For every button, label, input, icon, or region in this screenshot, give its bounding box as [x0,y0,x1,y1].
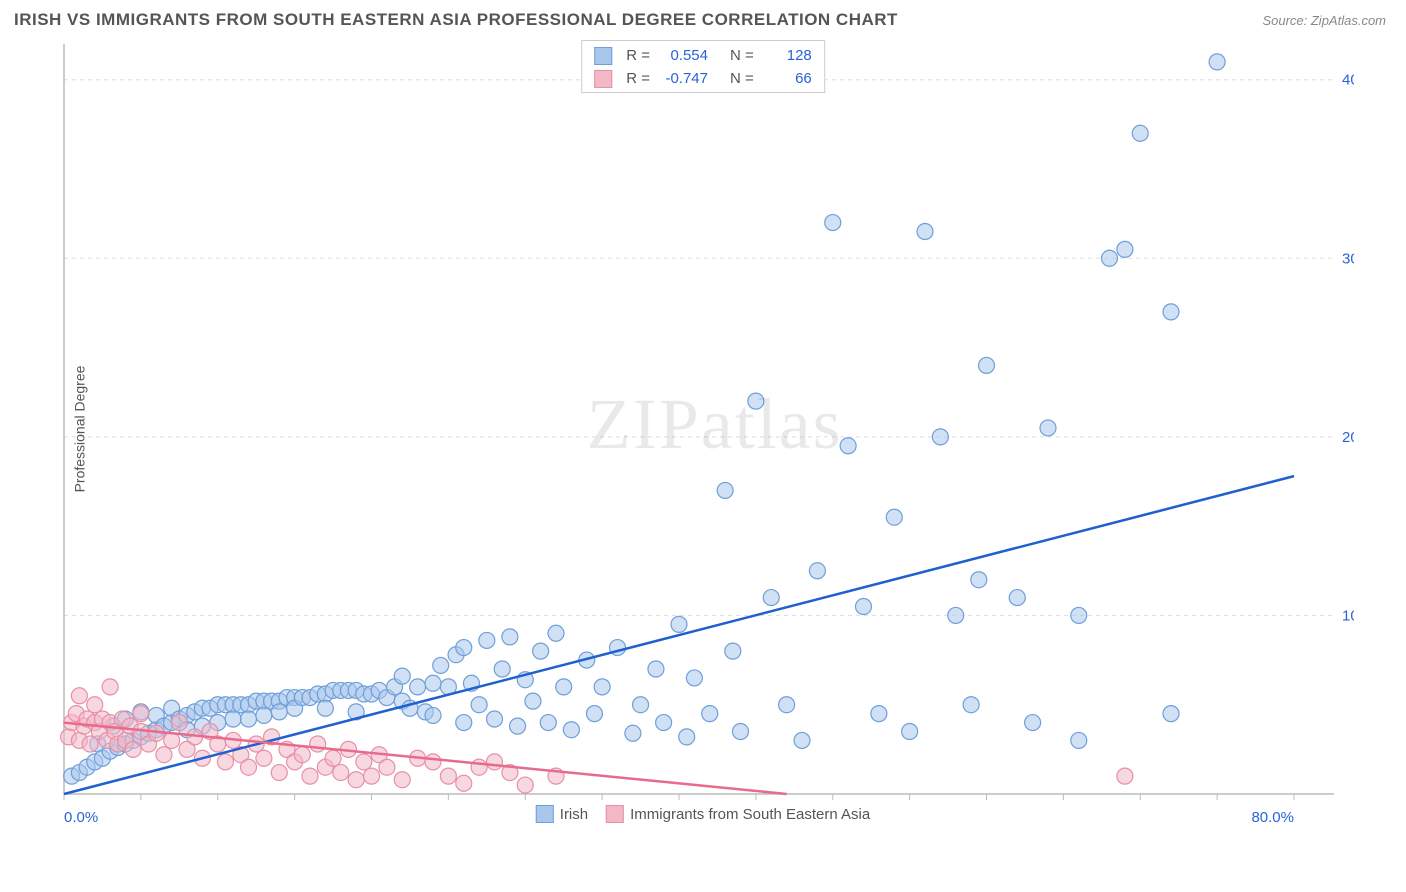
legend-item: Irish [536,805,588,823]
chart-title: IRISH VS IMMIGRANTS FROM SOUTH EASTERN A… [14,10,898,30]
stat-r-label: R = [626,45,650,68]
chart-area: Professional Degree 10.0% 20.0% 30.0% 40.0%… [14,34,1392,824]
stat-r-value: 0.554 [658,45,708,68]
stat-n-value: 66 [762,68,812,91]
svg-text:0.0%: 0.0% [64,809,98,824]
stats-row: R = -0.747 N = 66 [594,68,812,91]
series-swatch [606,805,624,823]
correlation-stats-legend: R = 0.554 N = 128 R = -0.747 N = 66 [581,40,825,93]
legend-item: Immigrants from South Eastern Asia [606,805,870,823]
series-swatch [536,805,554,823]
legend-label: Irish [560,806,588,823]
stat-n-label: N = [730,45,754,68]
chart-source: Source: ZipAtlas.com [1262,13,1386,28]
stat-n-value: 128 [762,45,812,68]
chart-header: IRISH VS IMMIGRANTS FROM SOUTH EASTERN A… [0,0,1406,34]
y-axis-label: Professional Degree [71,366,87,493]
series-swatch [594,70,612,88]
stat-r-label: R = [626,68,650,91]
svg-text:30.0%: 30.0% [1342,250,1354,267]
legend-label: Immigrants from South Eastern Asia [630,806,870,823]
scatter-chart: 10.0% 20.0% 30.0% 40.0% 0.0% 80.0% [14,34,1354,824]
svg-text:80.0%: 80.0% [1251,809,1294,824]
stat-n-label: N = [730,68,754,91]
svg-text:20.0%: 20.0% [1342,429,1354,446]
series-swatch [594,47,612,65]
stat-r-value: -0.747 [658,68,708,91]
stats-row: R = 0.554 N = 128 [594,45,812,68]
svg-text:40.0%: 40.0% [1342,72,1354,89]
svg-text:10.0%: 10.0% [1342,607,1354,624]
series-legend: Irish Immigrants from South Eastern Asia [536,802,870,826]
